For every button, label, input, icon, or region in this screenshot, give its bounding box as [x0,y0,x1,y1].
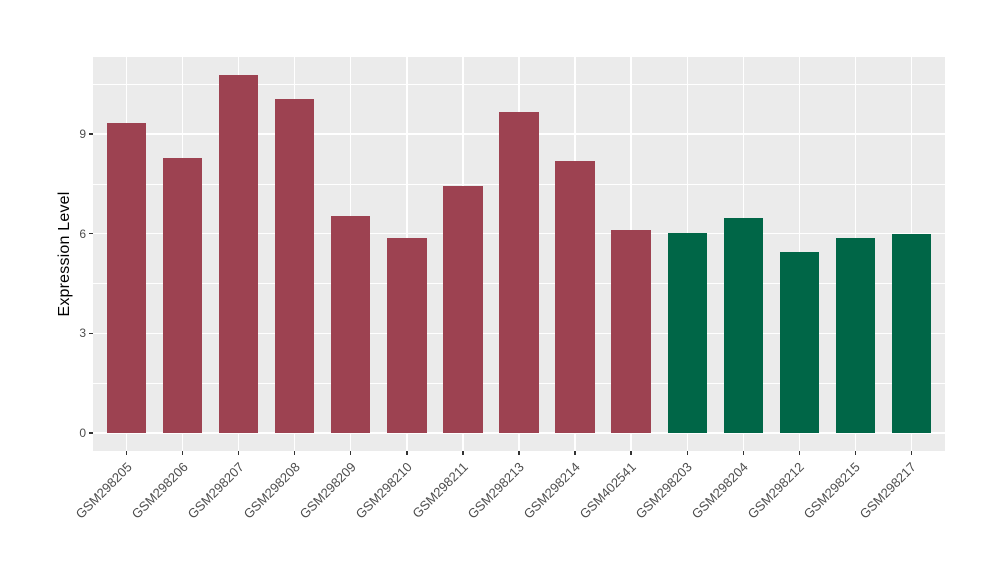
bar-GSM298203 [667,233,707,434]
x-tick-mark-GSM298215 [854,451,856,455]
y-axis-title-text: Expression Level [56,191,73,317]
x-tick-label-GSM298211: GSM298211 [409,459,471,521]
y-tick-mark-3 [89,332,93,335]
plot-panel [93,57,945,451]
x-tick-label-GSM298209: GSM298209 [296,459,359,522]
x-tick-label-GSM298203: GSM298203 [632,459,696,522]
bar-GSM298205 [107,123,147,434]
x-tick-label-GSM402541: GSM402541 [576,459,639,522]
bar-GSM298210 [387,238,427,434]
bar-GSM298211 [443,185,483,434]
y-tick-mark-6 [89,233,93,235]
y-tick-mark-0 [89,432,93,434]
x-tick-mark-GSM298213 [518,451,520,455]
x-tick-mark-GSM298212 [798,451,800,455]
x-tick-mark-GSM298206 [182,451,184,455]
x-tick-mark-GSM298203 [686,451,688,455]
x-tick-mark-GSM298210 [406,451,408,455]
x-tick-label-GSM298206: GSM298206 [128,459,191,522]
x-tick-label-GSM298205: GSM298205 [72,459,135,522]
y-tick-label-0: 0 [79,426,86,441]
x-tick-label-GSM298217: GSM298217 [857,459,920,522]
bar-GSM402541 [611,230,651,434]
x-tick-mark-GSM298214 [574,451,576,455]
x-tick-mark-GSM298204 [742,451,744,455]
x-tick-label-GSM298212: GSM298212 [744,459,808,522]
bar-GSM298212 [779,252,819,434]
x-tick-label-GSM298207: GSM298207 [184,459,247,522]
y-tick-mark-9 [89,133,93,135]
bar-GSM298215 [835,238,875,434]
x-tick-mark-GSM298217 [910,451,912,455]
bar-GSM298214 [555,161,595,434]
bar-GSM298213 [499,112,539,434]
x-tick-mark-GSM298207 [238,451,240,455]
x-tick-mark-GSM298205 [125,451,128,455]
x-tick-label-GSM298213: GSM298213 [464,459,527,522]
y-tick-label-9: 9 [79,127,86,142]
bar-GSM298209 [331,216,371,434]
x-tick-label-GSM298210: GSM298210 [352,459,415,522]
bar-GSM298204 [723,218,763,434]
x-tick-label-GSM298215: GSM298215 [800,459,864,522]
x-tick-mark-GSM402541 [630,451,632,455]
x-tick-mark-GSM298208 [294,451,296,455]
x-tick-label-GSM298214: GSM298214 [520,459,583,522]
y-tick-label-3: 3 [79,326,86,341]
bar-GSM298206 [163,157,203,434]
bar-GSM298208 [275,99,315,434]
x-tick-mark-GSM298211 [462,451,464,455]
bar-GSM298217 [891,234,931,434]
bar-GSM298207 [219,74,259,434]
y-tick-label-6: 6 [79,226,86,241]
x-tick-mark-GSM298209 [350,451,352,455]
x-tick-label-GSM298208: GSM298208 [240,459,303,522]
x-tick-label-GSM298204: GSM298204 [688,459,752,522]
